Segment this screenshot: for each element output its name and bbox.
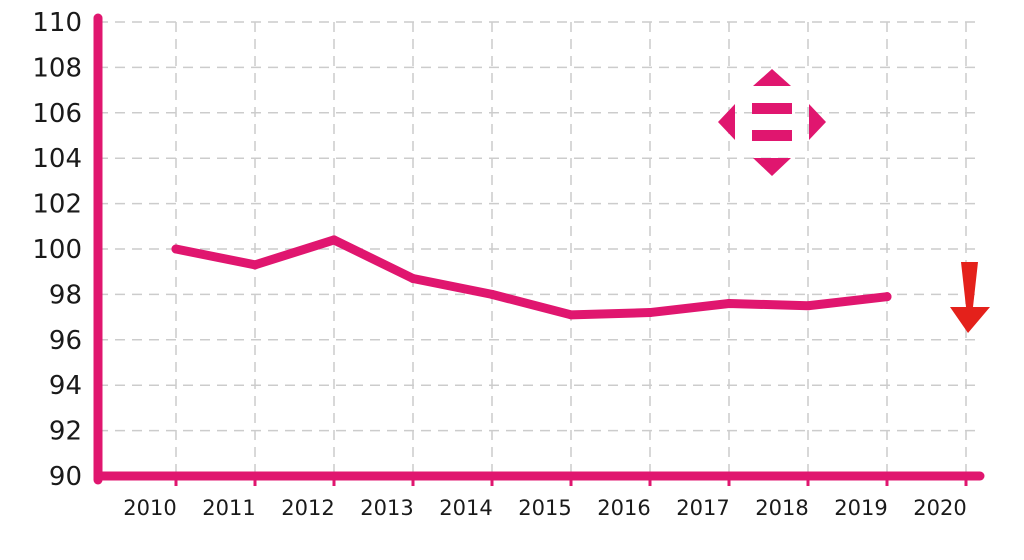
x-tick-label-2: 2012 xyxy=(281,496,334,520)
series-line-0 xyxy=(171,235,892,320)
data-point-2017 xyxy=(724,298,734,308)
four-way-arrow-bar-2 xyxy=(752,130,792,141)
x-tick-label-6: 2016 xyxy=(597,496,650,520)
four-way-arrow-down xyxy=(753,158,791,176)
x-tick-label-10: 2020 xyxy=(913,496,966,520)
x-tick-label-1: 2011 xyxy=(202,496,255,520)
x-tick-label-9: 2019 xyxy=(834,496,887,520)
y-tick-label-4: 98 xyxy=(49,280,82,310)
four-way-arrow-up xyxy=(753,69,791,86)
grid xyxy=(98,21,980,476)
data-point-2012 xyxy=(329,235,339,245)
x-tick-label-5: 2015 xyxy=(518,496,571,520)
data-point-2010 xyxy=(171,244,181,254)
x-tick-label-4: 2014 xyxy=(439,496,492,520)
data-point-2016 xyxy=(645,308,655,318)
four-way-arrow-icon xyxy=(718,69,826,176)
data-point-2014 xyxy=(487,289,497,299)
y-tick-label-2: 94 xyxy=(49,371,82,401)
series xyxy=(171,235,892,320)
y-tick-label-8: 106 xyxy=(32,99,82,129)
four-way-arrow-left xyxy=(718,104,735,140)
data-point-2018 xyxy=(803,301,813,311)
y-tick-label-6: 102 xyxy=(32,190,82,220)
down-arrow-icon xyxy=(950,262,990,333)
y-tick-label-10: 110 xyxy=(32,8,82,38)
x-tick-label-0: 2010 xyxy=(123,496,176,520)
y-tick-label-7: 104 xyxy=(32,144,82,174)
y-tick-label-0: 90 xyxy=(49,462,82,492)
y-tick-label-1: 92 xyxy=(49,417,82,447)
axes xyxy=(93,13,985,486)
data-point-2015 xyxy=(566,310,576,320)
x-tick-label-8: 2018 xyxy=(755,496,808,520)
down-arrow-shape xyxy=(950,262,990,333)
y-tick-label-5: 100 xyxy=(32,235,82,265)
x-tick-label-7: 2017 xyxy=(676,496,729,520)
x-tick-label-3: 2013 xyxy=(360,496,413,520)
y-tick-label-9: 108 xyxy=(32,53,82,83)
data-point-2011 xyxy=(250,260,260,270)
four-way-arrow-bar-1 xyxy=(752,103,792,114)
data-point-2013 xyxy=(408,274,418,284)
y-tick-label-3: 96 xyxy=(49,326,82,356)
tick-labels: 90 92 94 96 98 100 102 104 106 108 110 2010 2011 2012… xyxy=(32,8,966,520)
data-point-2019 xyxy=(882,292,892,302)
four-way-arrow-right xyxy=(809,104,826,140)
